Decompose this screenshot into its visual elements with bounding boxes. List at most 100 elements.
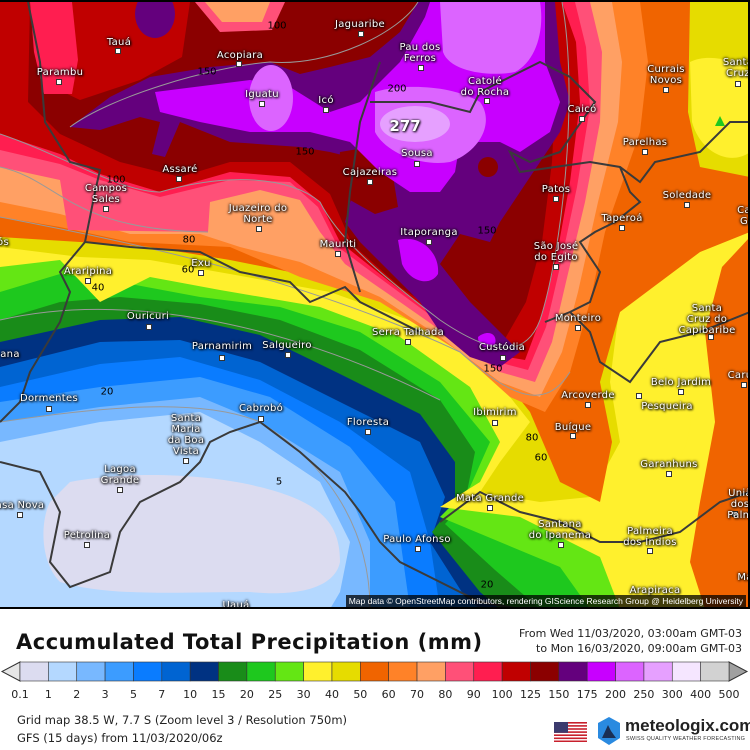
city-marker (636, 393, 642, 399)
city-label: Cabrobó (238, 403, 284, 414)
city-label: Arapiraca (629, 585, 681, 596)
city-marker (415, 546, 421, 552)
contour-label: 60 (534, 452, 548, 464)
legend-tick-label: 1 (44, 688, 52, 701)
state-borders (0, 2, 748, 607)
city-marker (335, 251, 341, 257)
city-label: Parnamirim (191, 341, 253, 352)
city-marker (414, 161, 420, 167)
city-marker (678, 389, 684, 395)
city-marker (666, 471, 672, 477)
city-label: Arcoverde (561, 390, 615, 401)
city-marker (117, 487, 123, 493)
city-label: Belo Jardim (650, 377, 712, 388)
legend-swatch (48, 661, 78, 682)
city-label: Uauá (222, 600, 250, 609)
city-label: Santana do Ipanema (528, 519, 592, 541)
city-label: Ibimirim (473, 407, 517, 418)
legend-tick-label: 125 (519, 688, 541, 701)
band-125-spot (478, 157, 498, 177)
legend-bar (0, 661, 749, 682)
contour-label: 60 (181, 264, 195, 276)
logo-tagline: SWISS QUALITY WEATHER FORECASTING (626, 736, 746, 742)
city-label: Caicó (567, 104, 597, 115)
band-175-south (398, 238, 496, 348)
legend-swatch (360, 661, 389, 682)
city-label: Catolé do Rocha (460, 76, 510, 98)
city-label: Sousa (401, 148, 433, 159)
contour-label: 100 (106, 174, 126, 186)
city-marker (17, 512, 23, 518)
legend-tick-label: 10 (183, 688, 198, 701)
city-marker (103, 206, 109, 212)
city-marker (579, 116, 585, 122)
city-marker (183, 458, 189, 464)
city-marker (647, 548, 653, 554)
contour-label: 20 (100, 386, 114, 398)
city-marker (85, 278, 91, 284)
city-label: Itaporanga (400, 227, 458, 238)
city-label: São José do Egito (533, 241, 579, 263)
legend-swatch (303, 661, 333, 682)
legend-tick-label: 2 (73, 688, 81, 701)
contour-label: 150 (295, 146, 315, 158)
city-marker (236, 61, 242, 67)
legend-swatch (19, 661, 49, 682)
model-info: GFS (15 days) from 11/03/2020/06z (17, 731, 223, 745)
city-label: Mauriti (319, 239, 357, 250)
band-30-east (615, 57, 748, 564)
city-label: Patos (541, 184, 571, 195)
contour-label: 200 (387, 83, 407, 95)
legend-tick-label: 7 (158, 688, 166, 701)
legend-swatch (700, 661, 730, 682)
legend-swatch (331, 661, 361, 682)
city-marker (663, 87, 669, 93)
legend-swatch (615, 661, 645, 682)
city-marker (219, 355, 225, 361)
legend-tick-label: 70 (410, 688, 425, 701)
contour-label: 20 (480, 579, 494, 591)
city-marker (418, 65, 424, 71)
city-marker (84, 542, 90, 548)
city-label: Ca G (737, 205, 750, 227)
legend-swatch (189, 661, 219, 682)
city-label: Floresta (346, 417, 390, 428)
band-250 (380, 106, 450, 142)
legend-tick-label: 200 (605, 688, 627, 701)
legend-tick-label: 3 (101, 688, 109, 701)
city-marker (585, 402, 591, 408)
city-marker (405, 339, 411, 345)
map-attribution[interactable]: Map data © OpenStreetMap contributors, r… (345, 595, 746, 607)
legend-swatch (274, 661, 304, 682)
city-marker (46, 406, 52, 412)
legend-tick-label: 50 (353, 688, 368, 701)
legend-swatch (104, 661, 134, 682)
band-150-north (135, 2, 175, 38)
legend-tick-label: 400 (690, 688, 712, 701)
legend-swatch (161, 661, 191, 682)
city-label: Pau dos Ferros (399, 42, 441, 64)
meteologix-logo[interactable]: meteologix.com SWISS QUALITY WEATHER FOR… (597, 716, 750, 746)
city-marker (619, 225, 625, 231)
legend-tick-label: 40 (324, 688, 339, 701)
legend-swatch (133, 661, 163, 682)
precipitation-map[interactable]: 100 150 150 100 80 60 40 200 150 150 80 60 20 5 20 Tauá… (0, 0, 750, 609)
city-label: Santa Cruz (722, 57, 750, 79)
legend-tick-label: 90 (466, 688, 481, 701)
max-value-label: 277 (389, 117, 421, 135)
legend-tick-label: 80 (438, 688, 453, 701)
city-label: Monteiro (554, 313, 602, 324)
period-to: to Mon 16/03/2020, 09:00am GMT-03 (536, 642, 742, 655)
city-marker (256, 226, 262, 232)
city-label: Araripina (63, 266, 113, 277)
legend-tick-label: 150 (548, 688, 570, 701)
legend-swatch (530, 661, 560, 682)
city-label: Santa Cruz do Capibaribe (678, 303, 736, 336)
city-label: Exu (191, 258, 211, 269)
city-marker (115, 48, 121, 54)
city-label: asa Nova (0, 500, 45, 511)
city-label: Taperoá (601, 213, 643, 224)
us-flag-icon[interactable] (554, 722, 587, 742)
band-0-1 (43, 475, 340, 594)
city-label: Uniã dos Palm (727, 488, 750, 521)
